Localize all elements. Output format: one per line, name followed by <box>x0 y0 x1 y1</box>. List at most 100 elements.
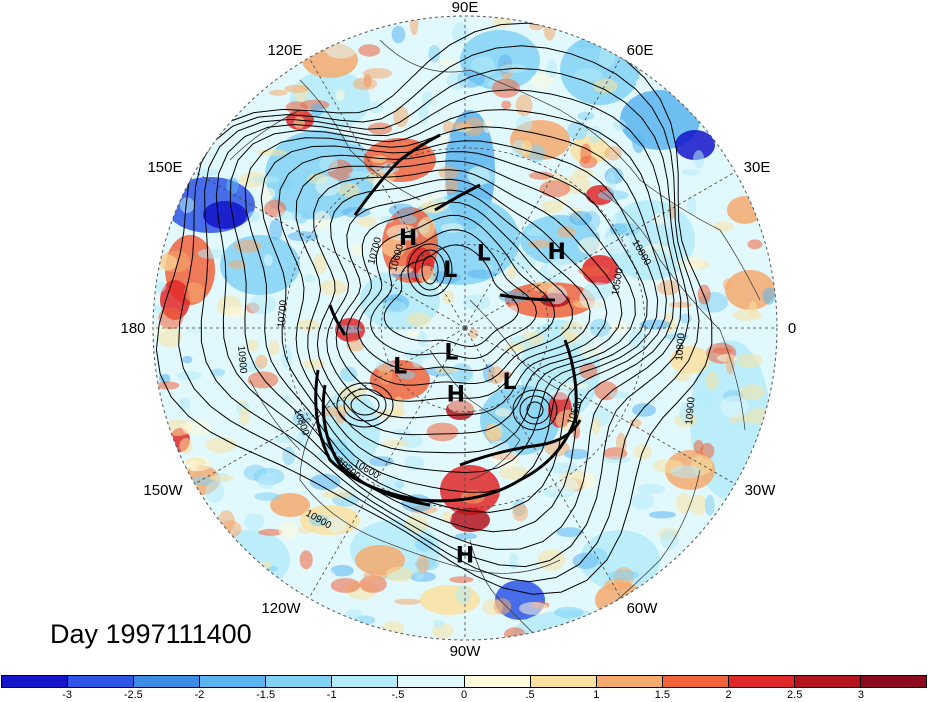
anomaly-speck <box>281 346 293 368</box>
anomaly-speck <box>448 399 478 413</box>
height-contour <box>200 67 690 568</box>
colorbar-cell <box>861 676 927 687</box>
anomaly-speck <box>158 307 184 330</box>
anomaly-speck <box>178 397 191 412</box>
low-pressure-marker: L <box>477 242 491 267</box>
anomaly-speck <box>310 103 324 117</box>
anomaly-speck <box>325 40 357 59</box>
anomaly-speck <box>599 47 616 68</box>
anomaly-speck <box>519 601 548 615</box>
anomaly-speck <box>637 483 666 494</box>
anomaly-speck <box>369 456 394 467</box>
jet-contours <box>314 133 582 507</box>
anomaly-speck <box>278 521 299 540</box>
anomaly-speck <box>442 121 455 134</box>
map-boundary <box>152 15 778 641</box>
high-pressure-marker: H <box>399 226 417 251</box>
anomaly-speck <box>451 22 469 44</box>
contour-labels: 10800 10500 10800 10900 10900 10700 1080… <box>235 236 697 532</box>
anomaly-speck <box>274 435 294 444</box>
anomaly-speck <box>501 100 512 110</box>
height-contour <box>345 201 573 386</box>
anomaly-speck <box>613 119 627 131</box>
anomaly-speck <box>613 222 641 236</box>
anomaly-speck <box>388 203 415 218</box>
latitude-circle <box>380 243 549 412</box>
anomaly-speck <box>205 481 225 503</box>
low-pressure-marker: L <box>502 370 516 395</box>
anomaly-speck <box>303 274 315 283</box>
meridian <box>308 327 466 599</box>
anomaly-speck <box>528 239 553 249</box>
anomaly-speck <box>467 489 476 504</box>
anomaly-speck <box>572 168 594 178</box>
anomaly-speck <box>697 284 711 305</box>
anomaly-speck <box>268 89 288 96</box>
anomaly-speck <box>313 253 327 274</box>
anomaly-speck <box>522 388 548 402</box>
anomaly-speck <box>254 492 281 501</box>
anomaly-speck <box>505 342 525 352</box>
anomaly-speck <box>346 340 365 352</box>
meridian <box>464 327 736 485</box>
anomaly-speck <box>553 606 584 618</box>
closed-contour <box>519 395 551 425</box>
colorbar-tick-label: 1 <box>593 689 600 701</box>
anomaly-speck <box>259 560 272 570</box>
anomaly-speck <box>309 473 341 491</box>
anomaly-speck <box>380 475 404 495</box>
anomaly-speck <box>184 282 205 303</box>
anomaly-speck <box>556 527 583 538</box>
colorbar-cell <box>728 676 795 687</box>
anomaly-speck <box>263 254 273 266</box>
anomaly-speck <box>712 347 733 354</box>
anomaly-speck <box>325 516 347 533</box>
anomaly-speck <box>244 513 265 531</box>
height-contour <box>229 109 675 533</box>
anomaly-speck <box>296 319 320 331</box>
height-contour <box>357 214 556 372</box>
anomaly-speck <box>452 120 472 129</box>
anomaly-speck <box>664 333 689 340</box>
lon-label-60w: 60W <box>627 600 659 617</box>
anomaly-speck <box>394 598 421 605</box>
anomaly-blob <box>520 215 600 265</box>
contour-label: 10900 <box>235 345 248 374</box>
anomaly-speck <box>251 176 280 184</box>
anomaly-speck <box>747 239 763 250</box>
colorbar-cell <box>530 676 597 687</box>
anomaly-blob <box>580 530 660 590</box>
anomaly-speck <box>247 339 259 352</box>
anomaly-speck <box>557 572 578 586</box>
colorbar-bar <box>1 675 927 688</box>
anomaly-speck <box>670 465 702 479</box>
anomaly-speck <box>433 619 445 629</box>
colorbar-tick-label: .5 <box>525 689 535 701</box>
anomaly-speck <box>348 170 369 178</box>
anomaly-speck <box>697 391 714 407</box>
anomaly-speck <box>247 371 279 389</box>
anomaly-speck <box>297 526 315 534</box>
colorbar-cell <box>332 676 399 687</box>
anomaly-speck <box>391 25 406 44</box>
anomaly-speck <box>156 381 180 390</box>
anomaly-speck <box>577 111 594 121</box>
anomaly-speck <box>269 219 283 241</box>
anomaly-speck <box>181 319 213 336</box>
lon-label-150w: 150W <box>143 482 183 499</box>
closed-contour <box>512 389 558 431</box>
meridian <box>464 327 622 599</box>
colorbar-tick-label: -1 <box>326 689 337 701</box>
anomaly-speck <box>629 328 647 350</box>
anomaly-speck <box>398 371 416 380</box>
anomaly-speck <box>582 282 614 300</box>
anomaly-speck <box>604 146 622 161</box>
coastline <box>299 79 421 201</box>
anomaly-speck <box>525 490 539 509</box>
anomaly-speck <box>608 322 630 334</box>
colorbar-cell <box>200 676 267 687</box>
anomaly-speck <box>405 330 420 337</box>
anomaly-speck <box>528 171 553 180</box>
lon-label-30w: 30W <box>745 482 777 499</box>
anomaly-speck <box>393 106 409 127</box>
